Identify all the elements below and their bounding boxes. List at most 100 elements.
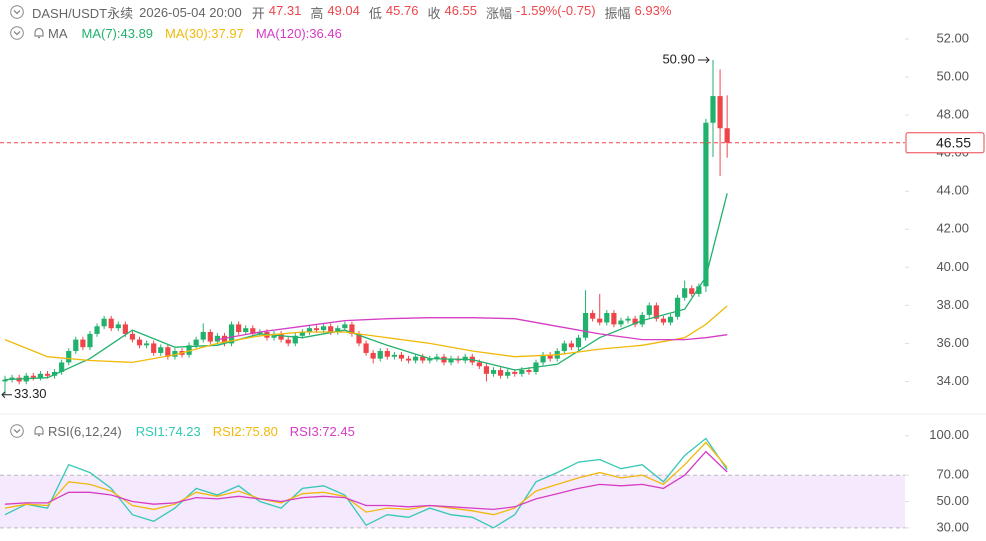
candle-body <box>377 351 383 359</box>
stat-value: 49.04 <box>327 2 360 18</box>
candle-body <box>243 328 249 332</box>
y-tick-label: 52.00 <box>936 30 969 45</box>
legend-entry: RSI1:74.23 <box>135 423 201 439</box>
candle-body <box>696 286 702 294</box>
low-label: 33.30 <box>14 386 47 401</box>
legend: MA(7):43.89 MA(30):37.97 MA(120):36.46 <box>82 26 354 41</box>
candle-body <box>675 297 681 317</box>
legend-entry: RSI2:75.80 <box>212 423 278 439</box>
alert-icon[interactable] <box>32 424 46 438</box>
candle-body <box>632 318 638 325</box>
candle-body <box>582 312 589 338</box>
indicator-name: RSI(6,12,24) <box>48 423 122 439</box>
collapse-button[interactable] <box>10 26 24 40</box>
candle-body <box>405 358 412 361</box>
candle-body <box>519 370 525 374</box>
candle-body <box>413 356 419 361</box>
candle-body <box>200 332 206 340</box>
candle-body <box>151 343 157 353</box>
y-tick-label: 30.00 <box>936 519 969 534</box>
candle-body <box>483 366 490 374</box>
alert-icon[interactable] <box>32 26 46 40</box>
candle-body <box>30 375 36 378</box>
candle-body <box>689 288 695 294</box>
stat-value: 45.76 <box>385 2 419 18</box>
stat-label: 涨幅 <box>486 5 513 21</box>
stat-value: 46.55 <box>444 2 478 18</box>
y-tick-label: 40.00 <box>936 259 969 274</box>
candle-body <box>108 318 114 329</box>
stat-value: 6.93% <box>634 2 672 18</box>
candle-body <box>66 351 72 363</box>
rsi-band <box>0 475 905 528</box>
y-tick-label: 50.00 <box>936 69 969 84</box>
candle-body <box>2 379 8 382</box>
candle-body <box>490 370 497 374</box>
candle-body <box>214 335 220 342</box>
candle-body <box>158 347 164 353</box>
candle-body <box>356 333 362 344</box>
series-line <box>4 193 728 381</box>
legend-entry: MA(30):37.97 <box>165 25 244 41</box>
candle-body <box>87 333 93 348</box>
candle-body <box>44 373 51 376</box>
candle-body <box>653 305 659 319</box>
candle-body <box>717 96 723 129</box>
indicator-name: MA <box>48 25 68 41</box>
stats: 开 47.31 高 49.04 低 45.76 收 46.55 涨幅 -1.59%(-0.75) 振… <box>252 3 681 22</box>
candle-body <box>285 339 291 344</box>
candle-body <box>136 339 143 346</box>
y-tick-label: 44.00 <box>936 183 969 198</box>
stat-label: 高 <box>310 5 324 21</box>
candle-body <box>660 318 667 323</box>
candle-body <box>186 345 192 355</box>
stat-label: 振幅 <box>604 5 631 21</box>
candle-body <box>221 335 228 344</box>
candle-body <box>236 324 242 332</box>
y-tick-label: 48.00 <box>936 107 969 122</box>
y-tick-label: 36.00 <box>936 335 969 350</box>
candle-body <box>9 377 15 380</box>
candle-body <box>328 326 334 332</box>
candle-body <box>228 324 235 344</box>
ma-legend: MA MA(7):43.89 MA(30):37.97 MA(120):36.46 <box>10 23 354 43</box>
candle-body <box>363 343 369 353</box>
candle-body <box>434 356 440 359</box>
candle-body <box>682 288 688 298</box>
candle-body <box>306 328 313 332</box>
series-line <box>4 450 728 511</box>
stat-value: -1.59%(-0.75) <box>516 2 596 18</box>
candle-body <box>512 371 518 374</box>
candle-body <box>250 328 256 334</box>
y-tick-label: 50.00 <box>936 493 969 508</box>
candle-body <box>498 370 504 376</box>
candle-body <box>342 324 348 329</box>
candle-body <box>540 354 546 363</box>
candle-body <box>292 335 298 344</box>
legend-entry: RSI3:72.45 <box>289 423 355 439</box>
candle-body <box>59 362 65 372</box>
candle-body <box>257 332 263 334</box>
candle-body <box>575 337 582 348</box>
series-line <box>4 437 728 529</box>
candle-body <box>335 328 341 332</box>
series-line <box>217 317 728 341</box>
series-line <box>4 305 728 364</box>
candle-body <box>646 305 652 315</box>
candle-body <box>207 332 213 342</box>
collapse-button[interactable] <box>10 5 24 19</box>
candle-body <box>597 318 603 323</box>
candle-body <box>122 324 128 334</box>
candle-body <box>384 351 390 357</box>
candle-body <box>618 320 624 325</box>
candle-body <box>448 358 454 363</box>
y-tick-label: 100.00 <box>929 427 969 442</box>
candle-body <box>37 373 43 378</box>
legend-entry: MA(7):43.89 <box>81 25 154 41</box>
y-tick-label: 42.00 <box>936 221 969 236</box>
collapse-button[interactable] <box>10 424 24 438</box>
last-price-box <box>905 132 985 154</box>
candle-body <box>420 356 426 361</box>
candle-body <box>604 312 610 323</box>
